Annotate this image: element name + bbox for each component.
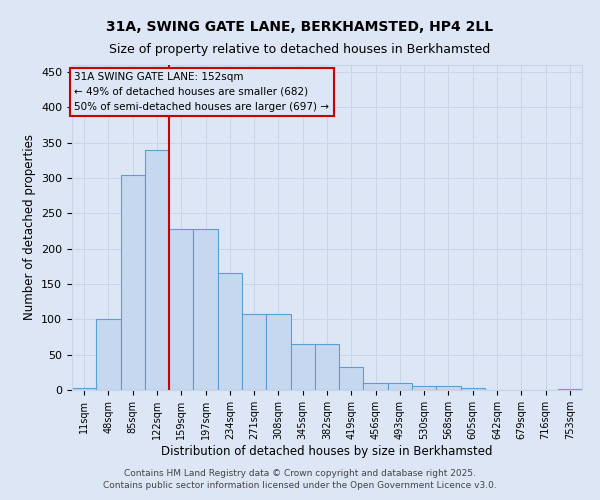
Text: Size of property relative to detached houses in Berkhamsted: Size of property relative to detached ho… <box>109 42 491 56</box>
Bar <box>242 314 266 390</box>
Bar <box>388 383 412 390</box>
Bar <box>121 174 145 390</box>
Bar <box>364 383 388 390</box>
Bar <box>96 320 121 390</box>
X-axis label: Distribution of detached houses by size in Berkhamsted: Distribution of detached houses by size … <box>161 444 493 458</box>
Text: 31A SWING GATE LANE: 152sqm
← 49% of detached houses are smaller (682)
50% of se: 31A SWING GATE LANE: 152sqm ← 49% of det… <box>74 72 329 112</box>
Bar <box>558 388 582 390</box>
Bar <box>145 150 169 390</box>
Y-axis label: Number of detached properties: Number of detached properties <box>23 134 35 320</box>
Bar <box>218 274 242 390</box>
Bar <box>193 229 218 390</box>
Text: Contains HM Land Registry data © Crown copyright and database right 2025.
Contai: Contains HM Land Registry data © Crown c… <box>103 468 497 490</box>
Bar <box>436 386 461 390</box>
Bar <box>461 388 485 390</box>
Bar <box>315 344 339 390</box>
Bar <box>266 314 290 390</box>
Bar <box>72 388 96 390</box>
Text: 31A, SWING GATE LANE, BERKHAMSTED, HP4 2LL: 31A, SWING GATE LANE, BERKHAMSTED, HP4 2… <box>106 20 494 34</box>
Bar <box>290 344 315 390</box>
Bar <box>339 368 364 390</box>
Bar <box>169 229 193 390</box>
Bar <box>412 386 436 390</box>
